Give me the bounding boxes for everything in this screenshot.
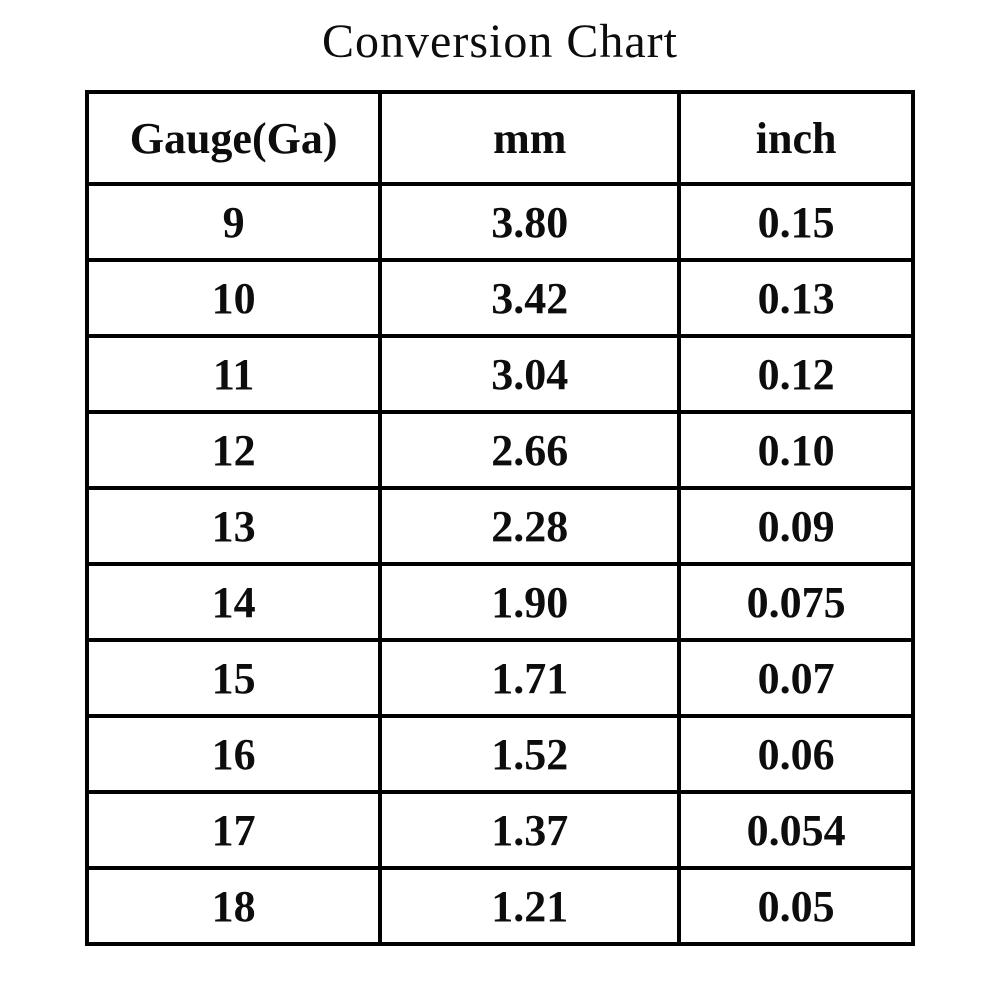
- conversion-table: Gauge(Ga) mm inch 9 3.80 0.15 10 3.42 0.13 11 3…: [84, 90, 915, 946]
- cell-gauge: 13: [84, 486, 383, 566]
- cell-mm: 3.42: [378, 258, 682, 338]
- table-row: 13 2.28 0.09: [84, 486, 915, 566]
- cell-inch: 0.10: [677, 410, 915, 490]
- cell-inch: 0.054: [677, 790, 915, 870]
- table-row: 17 1.37 0.054: [84, 790, 915, 870]
- cell-gauge: 16: [84, 714, 383, 794]
- table-row: 10 3.42 0.13: [84, 258, 915, 338]
- table-row: 15 1.71 0.07: [84, 638, 915, 718]
- cell-inch: 0.15: [677, 182, 915, 262]
- cell-gauge: 18: [84, 866, 383, 946]
- table-row: 9 3.80 0.15: [84, 182, 915, 262]
- table-row: 16 1.52 0.06: [84, 714, 915, 794]
- column-header-inch: inch: [677, 90, 915, 186]
- cell-inch: 0.05: [677, 866, 915, 946]
- cell-inch: 0.12: [677, 334, 915, 414]
- column-header-gauge: Gauge(Ga): [84, 90, 383, 186]
- cell-gauge: 11: [84, 334, 383, 414]
- table-row: 11 3.04 0.12: [84, 334, 915, 414]
- cell-mm: 1.21: [378, 866, 682, 946]
- cell-gauge: 10: [84, 258, 383, 338]
- cell-gauge: 9: [84, 182, 383, 262]
- cell-mm: 1.90: [378, 562, 682, 642]
- table-body: 9 3.80 0.15 10 3.42 0.13 11 3.04 0.12 12 2.66 0.10 1…: [84, 182, 915, 946]
- page-title: Conversion Chart: [322, 15, 678, 68]
- cell-gauge: 14: [84, 562, 383, 642]
- cell-inch: 0.06: [677, 714, 915, 794]
- cell-mm: 3.80: [378, 182, 682, 262]
- cell-mm: 2.28: [378, 486, 682, 566]
- cell-inch: 0.075: [677, 562, 915, 642]
- cell-inch: 0.07: [677, 638, 915, 718]
- table-header: Gauge(Ga) mm inch: [84, 90, 915, 186]
- table-header-row: Gauge(Ga) mm inch: [84, 90, 915, 186]
- table-row: 18 1.21 0.05: [84, 866, 915, 946]
- column-header-mm: mm: [378, 90, 682, 186]
- cell-inch: 0.09: [677, 486, 915, 566]
- cell-gauge: 12: [84, 410, 383, 490]
- cell-gauge: 15: [84, 638, 383, 718]
- cell-mm: 1.71: [378, 638, 682, 718]
- table-row: 14 1.90 0.075: [84, 562, 915, 642]
- cell-mm: 2.66: [378, 410, 682, 490]
- cell-mm: 3.04: [378, 334, 682, 414]
- cell-mm: 1.37: [378, 790, 682, 870]
- cell-gauge: 17: [84, 790, 383, 870]
- table-row: 12 2.66 0.10: [84, 410, 915, 490]
- cell-mm: 1.52: [378, 714, 682, 794]
- cell-inch: 0.13: [677, 258, 915, 338]
